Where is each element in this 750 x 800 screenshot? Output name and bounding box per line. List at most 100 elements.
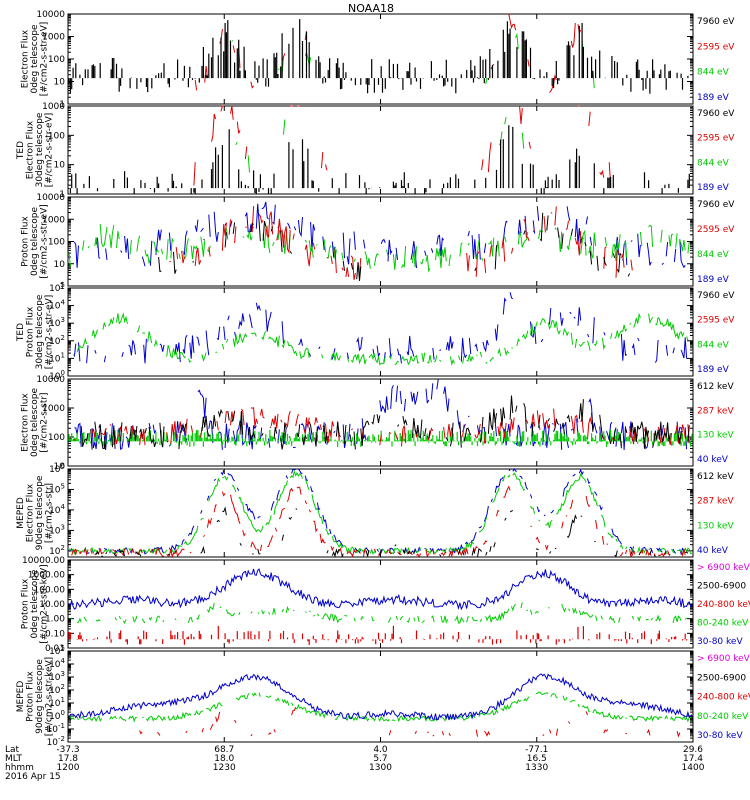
y-tick-label: 102: [49, 544, 65, 557]
y-tick-label: 10000.00: [22, 556, 65, 566]
series-trace-2: [169, 206, 647, 280]
xaxis-row-label-mlt: MLT: [5, 754, 23, 764]
y-tick-label: 1000: [42, 404, 65, 414]
y-axis-label: Proton Flux: [25, 671, 35, 722]
y-axis-label: Proton Flux: [25, 306, 35, 357]
legend-entry: > 6900 keV: [697, 654, 750, 664]
xaxis-date-label: 2016 Apr 15: [5, 772, 61, 782]
legend-entry: 844 eV: [697, 250, 730, 260]
legend-entry: 2500-6900: [697, 673, 746, 683]
y-tick-label: 0.01: [45, 644, 65, 654]
series-trace-1: [68, 19, 689, 94]
y-tick-label: 1000: [42, 33, 65, 43]
legend-entry: 612 keV: [697, 382, 734, 392]
y-tick-label: 104: [49, 299, 65, 312]
legend-entry: 612 keV: [697, 472, 734, 482]
legend-entry: 80-240 keV: [697, 619, 749, 629]
legend-entry: 40 keV: [697, 455, 729, 465]
y-tick-label: 10: [54, 161, 66, 171]
y-tick-label: 104: [49, 657, 65, 670]
panel-2: 1 10 100 1000 TED Electron Flux 30deg telescop…: [16, 102, 736, 200]
y-tick-label: 1000.00: [28, 571, 65, 581]
legend-entry: 130 keV: [697, 431, 734, 441]
y-axis-label: 90deg telescope: [35, 475, 45, 550]
legend-entry: 844 eV: [697, 68, 730, 78]
legend-entry: 844 eV: [697, 340, 730, 350]
y-axis-label: [#/cm2-s-str-keV]: [44, 657, 54, 736]
legend-entry: 80-240 keV: [697, 712, 749, 722]
y-tick-label: 10-1: [47, 722, 65, 735]
legend-entry: 7960 eV: [697, 200, 735, 210]
panel-7: 0.01 0.10 1.00 10.00 100.00 1000.00 10000.00 Pr…: [21, 556, 750, 654]
y-tick-label: 1.00: [45, 615, 65, 625]
legend-entry: 7960 eV: [697, 109, 735, 119]
x-tick-label-mlt: 16.5: [527, 754, 547, 764]
y-tick-label: 10000: [36, 10, 65, 20]
legend-entry: 2595 eV: [697, 134, 735, 144]
series-trace-2: [193, 105, 612, 186]
x-tick-label-hhmm: 1230: [213, 763, 236, 773]
series-trace-3: [68, 469, 693, 556]
series-trace-3: [73, 313, 692, 364]
panel-3: 1 10 100 1000 10000 Proton Flux 0deg telescope…: [21, 193, 736, 292]
x-tick-label-lat: 4.0: [373, 745, 388, 755]
y-tick-label: 10000: [36, 375, 65, 385]
legend-entry: 30-80 keV: [697, 637, 743, 647]
legend-entry: 130 keV: [697, 521, 734, 531]
y-tick-label: 104: [49, 503, 65, 516]
y-tick-label: 101: [49, 696, 65, 709]
y-axis-label: [#/cm2-s-str]: [44, 483, 54, 543]
legend-entry: 7960 eV: [697, 291, 735, 301]
legend-entry: 287 keV: [697, 497, 734, 507]
panel-frame: [67, 650, 694, 743]
series-trace-4: [70, 602, 692, 623]
series-trace-3: [68, 429, 693, 448]
x-tick-label-lat: 68.7: [214, 745, 234, 755]
legend-entry: 240-800 keV: [697, 600, 750, 610]
y-tick-label: 1: [59, 190, 65, 200]
legend-entry: 189 eV: [697, 93, 730, 103]
x-tick-label-lat: 29.6: [683, 745, 703, 755]
series-trace-3: [232, 35, 605, 88]
y-tick-label: 10000: [36, 193, 65, 203]
panel-1: 1 10 100 1000 10000 Electron Flux 0deg telesco…: [21, 10, 736, 110]
y-tick-label: 10.00: [39, 600, 65, 610]
legend-entry: 2595 eV: [697, 42, 735, 52]
series-trace-3: [68, 625, 688, 645]
y-tick-label: 105: [49, 482, 65, 495]
x-tick-label-mlt: 17.4: [683, 754, 703, 764]
y-axis-label: 30deg telescope: [35, 112, 45, 187]
y-axis-label: Electron Flux: [21, 393, 31, 452]
y-axis-label: Proton Flux: [21, 578, 31, 629]
y-tick-label: 105: [49, 644, 65, 657]
y-tick-label: 100.00: [34, 585, 66, 595]
y-tick-label: 102: [49, 683, 65, 696]
panel-frame: [67, 287, 694, 377]
x-tick-label-mlt: 18.0: [214, 754, 234, 764]
y-tick-label: 10: [54, 462, 66, 472]
legend-entry: 40 keV: [697, 546, 729, 556]
panel-frame: [67, 105, 694, 195]
legend-entry: > 6900 keV: [697, 563, 750, 573]
series-trace-2: [72, 487, 688, 557]
legend-entry: 189 eV: [697, 183, 730, 193]
y-axis-label: 30deg telescope: [35, 294, 45, 369]
y-tick-label: 100: [48, 55, 65, 65]
legend-entry: 7960 eV: [697, 17, 735, 27]
xaxis-row-label-hhmm: hhmm: [5, 763, 34, 773]
x-tick-label-hhmm: 1330: [525, 763, 548, 773]
panel-5: 10 100 1000 10000 Electron Flux 0deg telescop…: [21, 375, 735, 472]
series-trace-3: [69, 224, 692, 271]
y-axis-label: 0deg telescope: [30, 388, 40, 458]
series-trace-3: [236, 117, 600, 180]
y-tick-label: 10: [54, 260, 66, 270]
y-tick-label: 10: [54, 78, 66, 88]
y-tick-label: 10-2: [47, 735, 65, 748]
y-tick-label: 1: [59, 282, 65, 292]
y-axis-label: 0deg telescope: [30, 24, 40, 94]
y-tick-label: 0.10: [45, 629, 65, 639]
y-tick-label: 103: [49, 316, 65, 329]
